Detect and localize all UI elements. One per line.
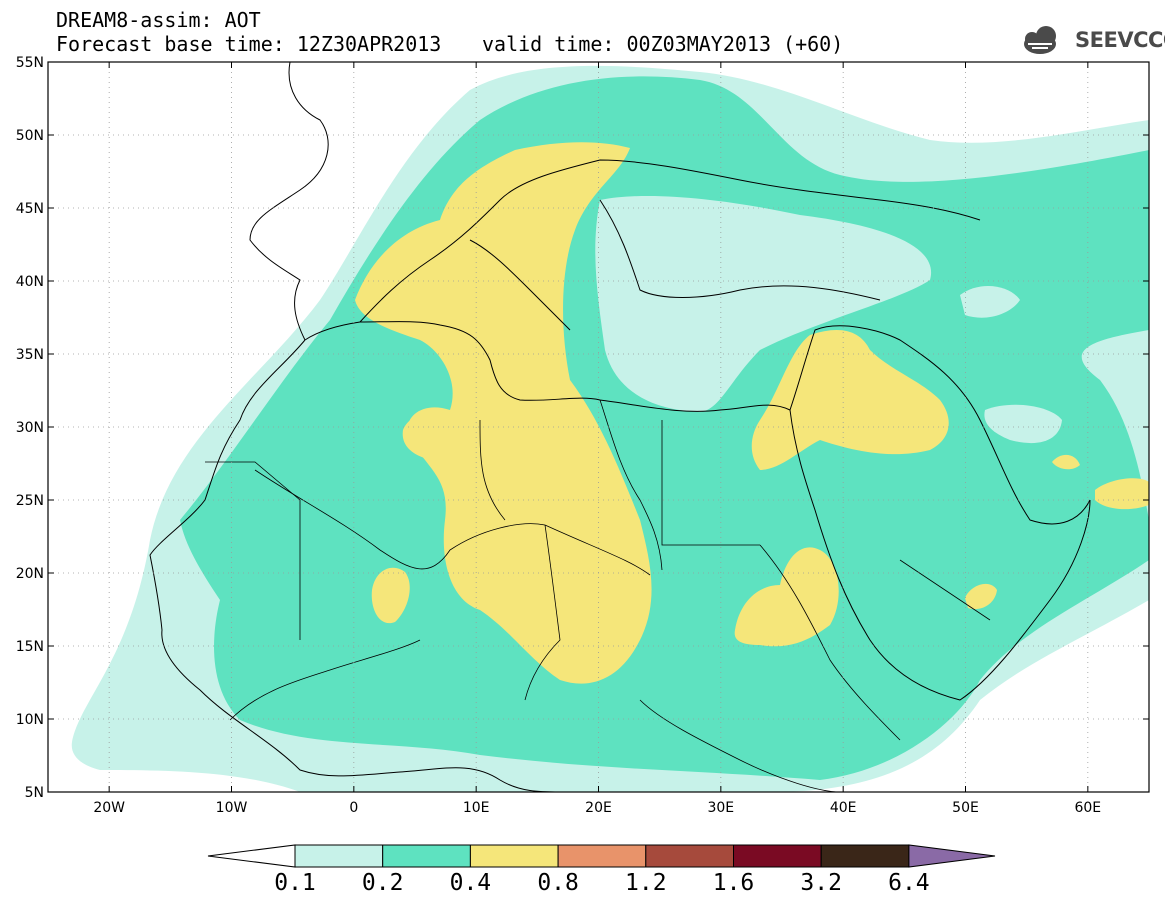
aot-contour-low-med: [595, 195, 932, 412]
lat-label: 10N: [16, 712, 44, 728]
aot-contour-high-pakistan: [1095, 478, 1149, 510]
lat-label: 50N: [16, 128, 44, 144]
aot-contour-high-mideast: [751, 330, 949, 470]
lat-label: 30N: [16, 420, 44, 436]
lon-label: 0: [349, 800, 358, 816]
coastlines: [149, 62, 1091, 792]
colorbar-level-label: 0.8: [537, 870, 579, 896]
lon-label: 50E: [952, 800, 979, 816]
lat-label: 15N: [16, 639, 44, 655]
colorbar-level-label: 0.1: [274, 870, 316, 896]
aot-contour-high-sudan: [734, 547, 839, 647]
colorbar-arrow-left: [207, 844, 296, 868]
axis-ticks: [48, 61, 1149, 793]
aot-contour-low-caspian: [960, 285, 1020, 318]
colorbar-level-label: 0.2: [361, 870, 404, 896]
colorbar: [207, 844, 996, 868]
colorbar-swatch: [557, 844, 647, 868]
aot-contour-high-algeria: [402, 411, 474, 462]
colorbar-level-label: 0.4: [449, 870, 492, 896]
cloud-icon: [1024, 26, 1056, 54]
colorbar-swatch: [382, 844, 471, 868]
lat-label: 20N: [16, 566, 44, 582]
lat-label: 40N: [16, 274, 44, 290]
colorbar-level-label: 1.6: [712, 870, 755, 896]
country-borders: [205, 399, 991, 792]
logo-text: SEEVCCC: [1075, 28, 1165, 52]
lon-label: 10E: [463, 800, 490, 816]
lat-axis: 55N 50N 45N 40N 35N 30N 25N 20N 15N 10N 5N: [16, 55, 44, 801]
lat-label: 35N: [16, 347, 44, 363]
aot-contour-high-main: [355, 142, 652, 684]
colorbar-swatch: [733, 844, 822, 868]
lat-label: 45N: [16, 201, 44, 217]
colorbar-level-label: 6.4: [888, 870, 930, 896]
map-title: DREAM8-assim: AOT: [56, 8, 261, 32]
lat-label: 55N: [16, 55, 44, 71]
colorbar-level-label: 3.2: [800, 870, 842, 896]
lat-label: 25N: [16, 493, 44, 509]
colorbar-arrow-right: [908, 844, 996, 868]
lon-label: 30E: [707, 800, 734, 816]
colorbar-swatch: [820, 844, 910, 868]
colorbar-swatch: [469, 844, 559, 868]
colorbar-swatch: [294, 844, 384, 868]
lon-label: 20E: [585, 800, 612, 816]
lon-label: 10W: [216, 800, 248, 816]
map-grid: [48, 62, 1149, 792]
colorbar-swatch: [645, 844, 734, 868]
aot-contour-high-gulf: [1052, 454, 1080, 470]
colorbar-level-label: 1.2: [625, 870, 667, 896]
lon-label: 60E: [1074, 800, 1101, 816]
valid-time-label: valid time: 00Z03MAY2013 (+60): [482, 32, 844, 56]
lon-label: 40E: [830, 800, 857, 816]
aot-contour-low-iran: [984, 404, 1062, 444]
lon-axis: 20W 10W 0 10E 20E 30E 40E 50E 60E: [93, 800, 1101, 816]
aot-contour-high-arabia: [965, 583, 997, 610]
lon-label: 20W: [93, 800, 125, 816]
lat-label: 5N: [25, 785, 44, 801]
base-time-label: Forecast base time: 12Z30APR2013: [56, 32, 442, 56]
aot-contour-high-mali: [371, 567, 410, 624]
